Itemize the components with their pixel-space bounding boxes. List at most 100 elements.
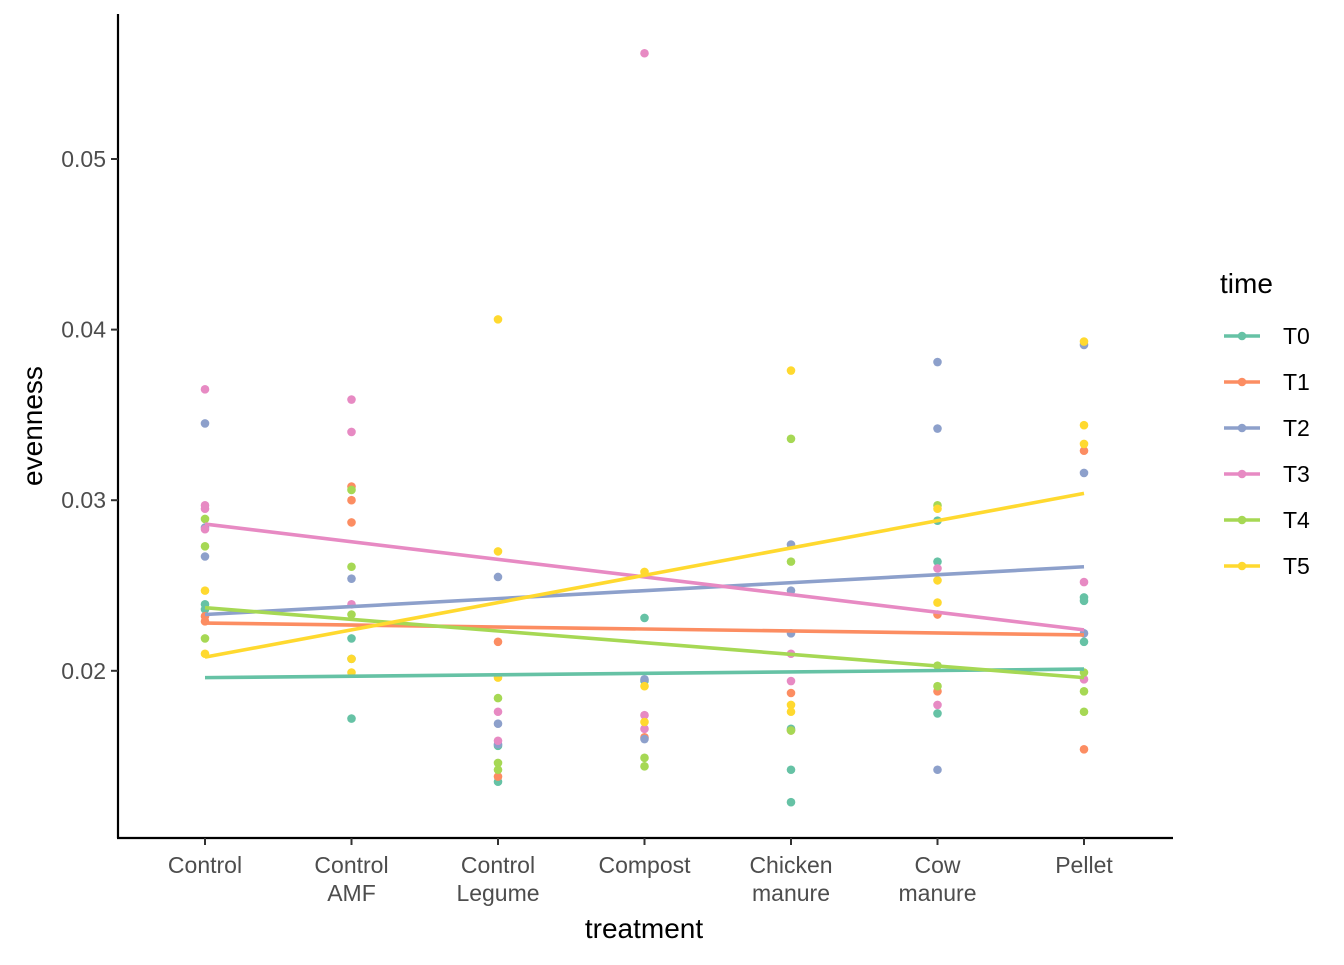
data-point-t0 bbox=[1079, 596, 1089, 606]
data-point-t4 bbox=[786, 557, 796, 566]
legend-key-point bbox=[1237, 469, 1247, 479]
data-point-t3 bbox=[933, 700, 942, 710]
data-point-t2 bbox=[640, 675, 649, 684]
trend-line-t1 bbox=[204, 621, 1085, 637]
data-point-t0 bbox=[347, 634, 356, 643]
data-point-t4 bbox=[786, 726, 796, 735]
data-point-t1 bbox=[1079, 744, 1089, 754]
data-point-t3 bbox=[200, 504, 210, 514]
data-point-t0 bbox=[347, 714, 356, 723]
legend-item-t5: T5 bbox=[1224, 553, 1310, 579]
data-point-t1 bbox=[493, 637, 503, 647]
data-point-t3 bbox=[640, 724, 649, 734]
data-point-t4 bbox=[933, 681, 942, 691]
y-tick-label: 0.05 bbox=[61, 146, 106, 172]
legend-label: T5 bbox=[1283, 553, 1310, 579]
data-point-t4 bbox=[347, 485, 356, 495]
legend-item-t1: T1 bbox=[1224, 369, 1310, 395]
data-point-t2 bbox=[200, 419, 210, 428]
data-point-t2 bbox=[493, 572, 503, 582]
y-tick-label: 0.04 bbox=[61, 317, 106, 343]
data-point-t3 bbox=[786, 676, 796, 686]
data-point-t5 bbox=[493, 315, 503, 324]
legend-label: T3 bbox=[1283, 461, 1310, 487]
data-point-t1 bbox=[347, 518, 356, 527]
x-axis-title: treatment bbox=[585, 913, 703, 944]
data-point-t5 bbox=[493, 547, 503, 556]
data-point-t5 bbox=[640, 717, 649, 727]
data-point-t2 bbox=[347, 574, 356, 583]
data-point-t5 bbox=[1079, 337, 1089, 346]
trend-line-t4 bbox=[204, 605, 1085, 680]
data-point-t4 bbox=[493, 765, 503, 775]
data-point-t0 bbox=[1079, 637, 1089, 647]
data-point-t5 bbox=[640, 681, 649, 691]
legend-key-point bbox=[1237, 377, 1247, 387]
legend-label: T0 bbox=[1283, 323, 1310, 349]
data-point-t5 bbox=[786, 366, 796, 375]
legend-label: T2 bbox=[1283, 415, 1310, 441]
legend-item-t3: T3 bbox=[1224, 461, 1310, 487]
data-point-t4 bbox=[1079, 686, 1089, 696]
data-point-t5 bbox=[933, 504, 942, 514]
data-point-t1 bbox=[347, 495, 356, 505]
data-point-t4 bbox=[1079, 707, 1089, 717]
data-point-t4 bbox=[347, 610, 356, 619]
data-point-t3 bbox=[640, 48, 649, 58]
data-point-t5 bbox=[933, 598, 942, 607]
data-point-t4 bbox=[200, 541, 210, 551]
trend-layer bbox=[204, 491, 1085, 680]
data-point-t0 bbox=[786, 765, 796, 775]
data-point-t2 bbox=[493, 719, 503, 728]
data-point-t3 bbox=[1079, 577, 1089, 587]
legend-label: T4 bbox=[1283, 507, 1310, 533]
data-point-t5 bbox=[786, 700, 796, 710]
legend-label: T1 bbox=[1283, 369, 1310, 395]
data-point-t3 bbox=[347, 395, 356, 404]
y-axis-title: evenness bbox=[17, 366, 48, 486]
data-point-t3 bbox=[493, 707, 503, 717]
legend: T0 T1 T2 T3 T4 T5 bbox=[1224, 323, 1310, 579]
data-point-t1 bbox=[1079, 446, 1089, 456]
data-point-t3 bbox=[640, 710, 649, 720]
legend-key-point bbox=[1237, 331, 1247, 341]
legend-item-t0: T0 bbox=[1224, 323, 1310, 349]
legend-item-t2: T2 bbox=[1224, 415, 1310, 441]
data-point-t2 bbox=[933, 357, 942, 367]
legend-key-point bbox=[1237, 423, 1247, 433]
y-tick-label: 0.03 bbox=[61, 487, 106, 513]
legend-title: time bbox=[1220, 268, 1273, 299]
legend-item-t4: T4 bbox=[1224, 507, 1310, 533]
x-tick-label: Control AMF bbox=[314, 852, 388, 906]
data-point-t4 bbox=[200, 634, 210, 643]
x-ticks: Control Control AMF Control Legume Compost Chi… bbox=[168, 838, 1113, 906]
data-point-t4 bbox=[200, 514, 210, 524]
x-tick-label: Cow manure bbox=[899, 852, 977, 906]
legend-key-point bbox=[1237, 515, 1247, 525]
y-tick-label: 0.02 bbox=[61, 658, 106, 684]
data-point-t5 bbox=[1079, 439, 1089, 449]
data-point-t2 bbox=[1079, 468, 1089, 478]
data-point-t5 bbox=[933, 576, 942, 585]
x-tick-label: Chicken manure bbox=[749, 852, 832, 906]
trend-line-t5 bbox=[204, 491, 1085, 659]
data-point-t5 bbox=[347, 654, 356, 664]
data-point-t3 bbox=[200, 385, 210, 394]
x-tick-label: Control Legume bbox=[456, 852, 539, 906]
data-point-t4 bbox=[640, 753, 649, 763]
legend-key-point bbox=[1237, 561, 1247, 571]
data-point-t4 bbox=[347, 562, 356, 572]
trend-line-t2 bbox=[204, 564, 1085, 617]
data-point-t0 bbox=[786, 797, 796, 807]
data-point-t2 bbox=[933, 424, 942, 433]
data-point-t2 bbox=[200, 552, 210, 561]
data-point-t5 bbox=[786, 707, 796, 717]
y-ticks: 0.02 0.03 0.04 0.05 bbox=[61, 146, 118, 684]
points-layer bbox=[200, 48, 1089, 807]
data-point-t0 bbox=[933, 709, 942, 718]
data-point-t1 bbox=[786, 688, 796, 698]
x-tick-label: Control bbox=[168, 852, 242, 878]
data-point-t5 bbox=[200, 586, 210, 595]
